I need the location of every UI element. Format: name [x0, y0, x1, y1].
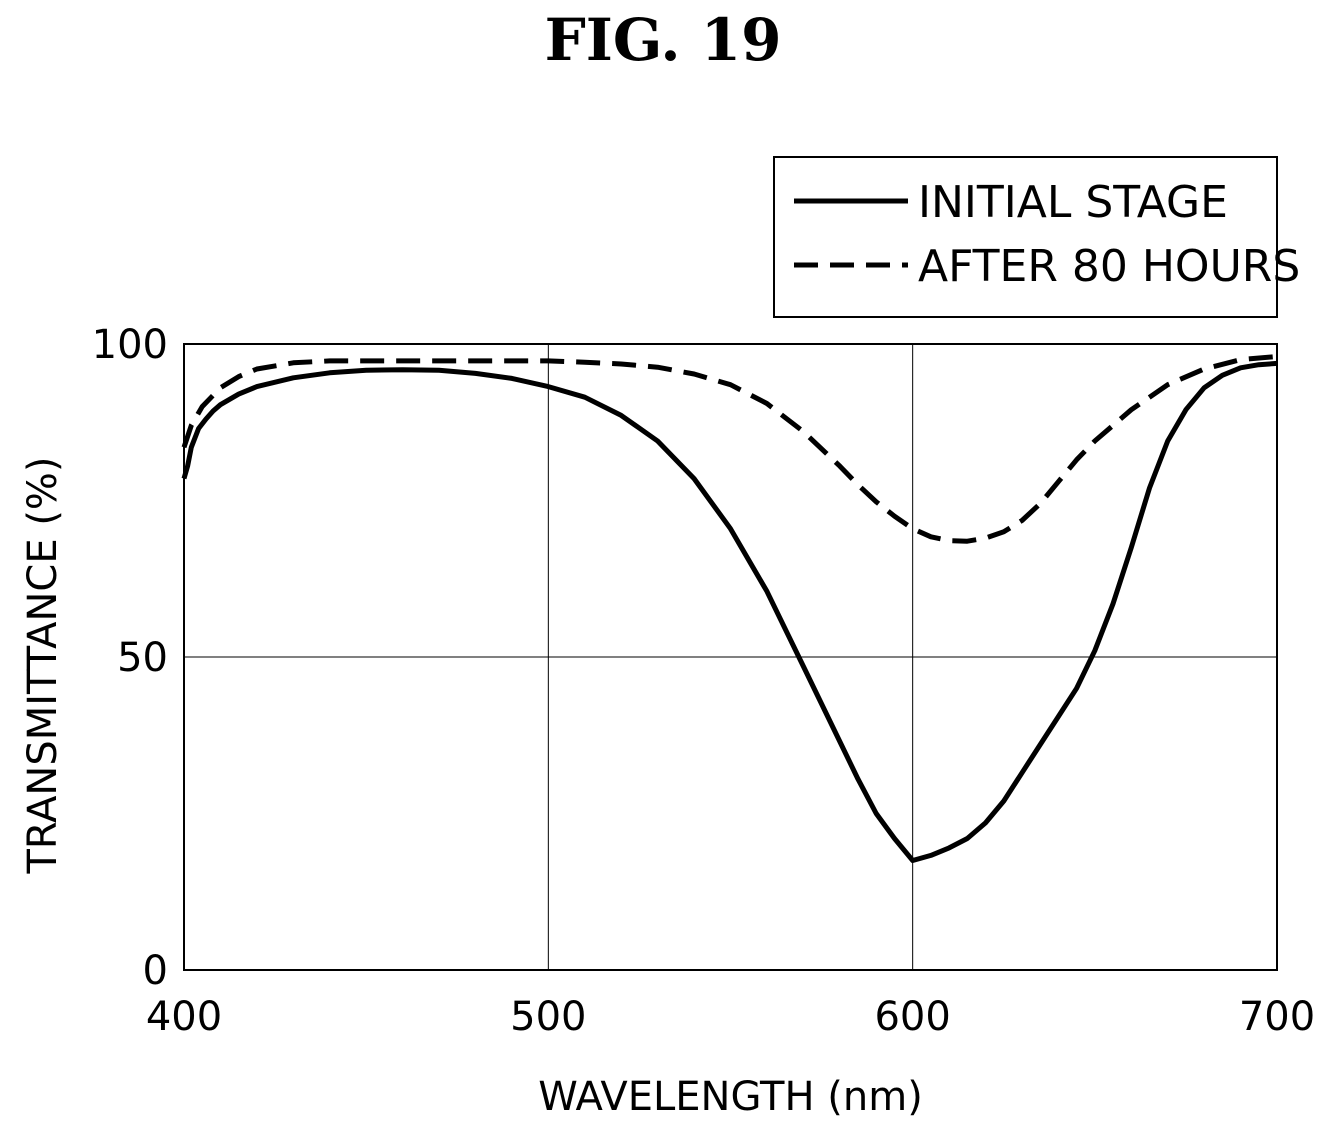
tick-labels: 400 500 600 700 0 50 100: [92, 322, 1316, 1040]
figure-title: FIG. 19: [544, 6, 782, 74]
y-axis-label: TRANSMITTANCE (%): [20, 456, 66, 874]
y-tick-label-100: 100: [92, 322, 168, 368]
series-line-after-80-hours: [181, 354, 1278, 544]
x-tick-label-400: 400: [146, 994, 222, 1040]
series-lines: [181, 354, 1278, 863]
x-tick-label-700: 700: [1239, 994, 1315, 1040]
x-tick-label-500: 500: [510, 994, 586, 1040]
series-line-initial-stage: [181, 360, 1278, 863]
legend-box: [773, 156, 1278, 318]
y-tick-label-50: 50: [117, 635, 168, 681]
legend-label-after-80-hours: AFTER 80 HOURS: [918, 241, 1300, 292]
x-tick-label-600: 600: [874, 994, 950, 1040]
grid-lines: [184, 344, 1277, 970]
legend: INITIAL STAGE AFTER 80 HOURS: [773, 156, 1300, 318]
plot-area-frame: [183, 343, 1278, 971]
legend-label-initial-stage: INITIAL STAGE: [918, 177, 1228, 228]
y-tick-label-0: 0: [143, 948, 168, 994]
x-axis-label: WAVELENGTH (nm): [538, 1074, 923, 1120]
